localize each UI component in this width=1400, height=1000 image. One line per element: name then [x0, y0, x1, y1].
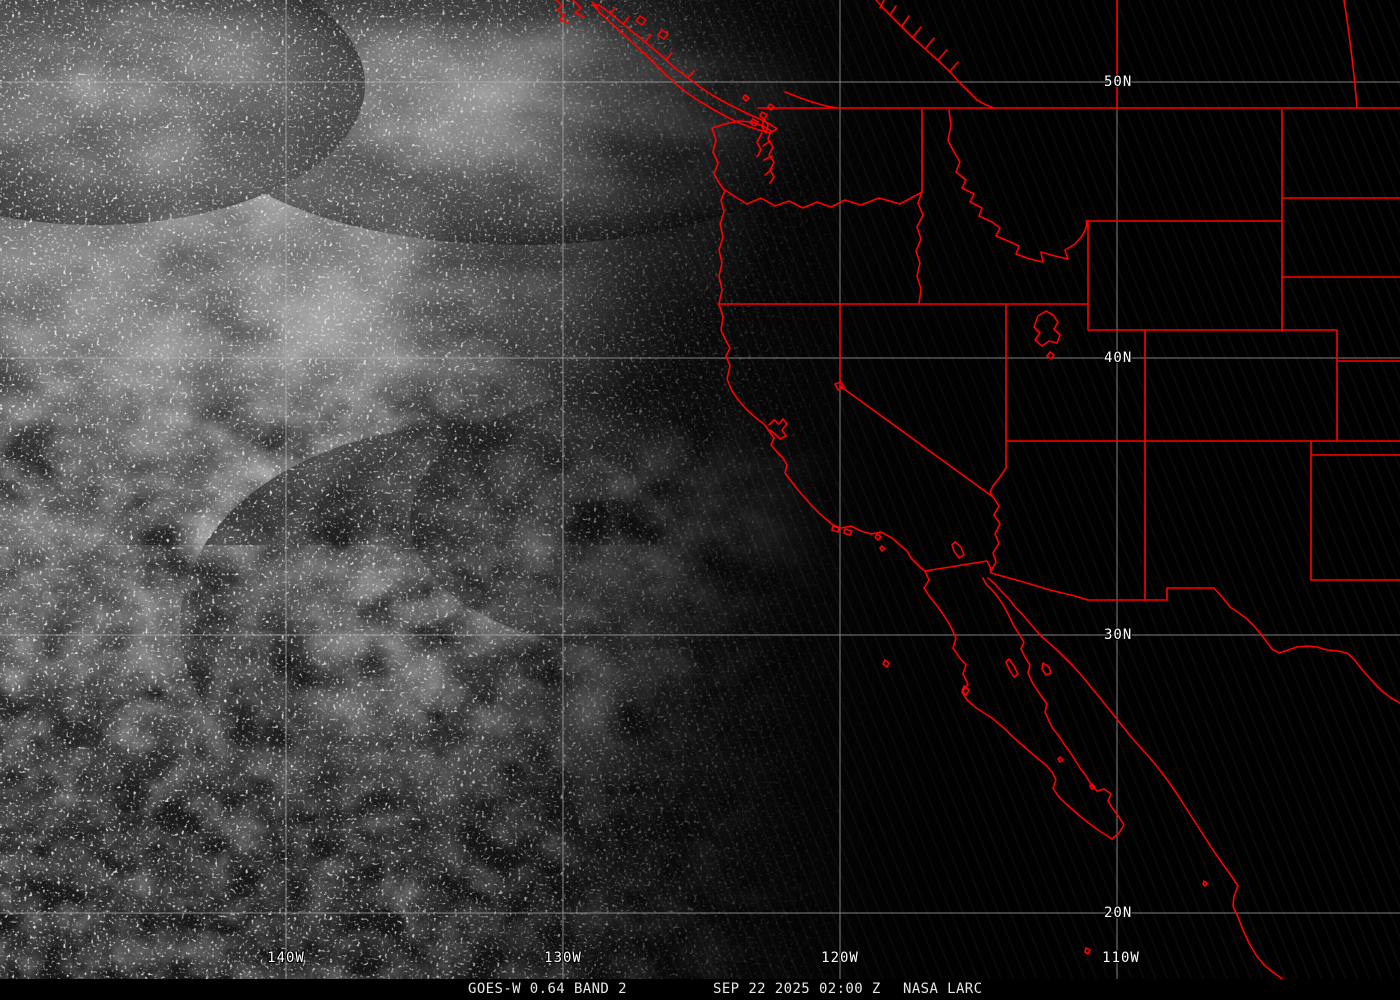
grid-label-130w: 130W — [544, 950, 582, 966]
caption-bar: GOES-W 0.64 BAND 2 SEP 22 2025 02:00 Z N… — [0, 979, 1400, 1000]
caption-product-label: GOES-W 0.64 BAND 2 — [468, 981, 627, 997]
grid-label-30n: 30N — [1104, 627, 1133, 643]
canada-borders-path — [757, 0, 1400, 109]
baja-coastline-path — [923, 570, 1208, 955]
grid-label-110w: 110W — [1102, 950, 1140, 966]
islands-path — [831, 525, 890, 668]
caption-datetime-label: SEP 22 2025 02:00 Z — [713, 981, 881, 997]
mexico-border-path — [924, 560, 1400, 704]
grid-label-50n: 50N — [1104, 74, 1133, 90]
grid-label-120w: 120W — [821, 950, 859, 966]
state-borders-path — [717, 109, 1400, 601]
latlon-gridlines — [0, 0, 1400, 979]
grid-label-20n: 20N — [1104, 905, 1133, 921]
lakes-path — [768, 310, 1061, 559]
grid-label-140w: 140W — [267, 950, 305, 966]
grid-label-40n: 40N — [1104, 350, 1133, 366]
map-boundaries-overlay — [555, 0, 1400, 996]
caption-credit-label: NASA LARC — [903, 981, 983, 997]
pacific-coastline-path — [711, 127, 926, 572]
puget-sound-path — [711, 118, 775, 184]
mexico-coast-path — [987, 577, 1313, 996]
scanline-artifacts — [300, 0, 1400, 1000]
